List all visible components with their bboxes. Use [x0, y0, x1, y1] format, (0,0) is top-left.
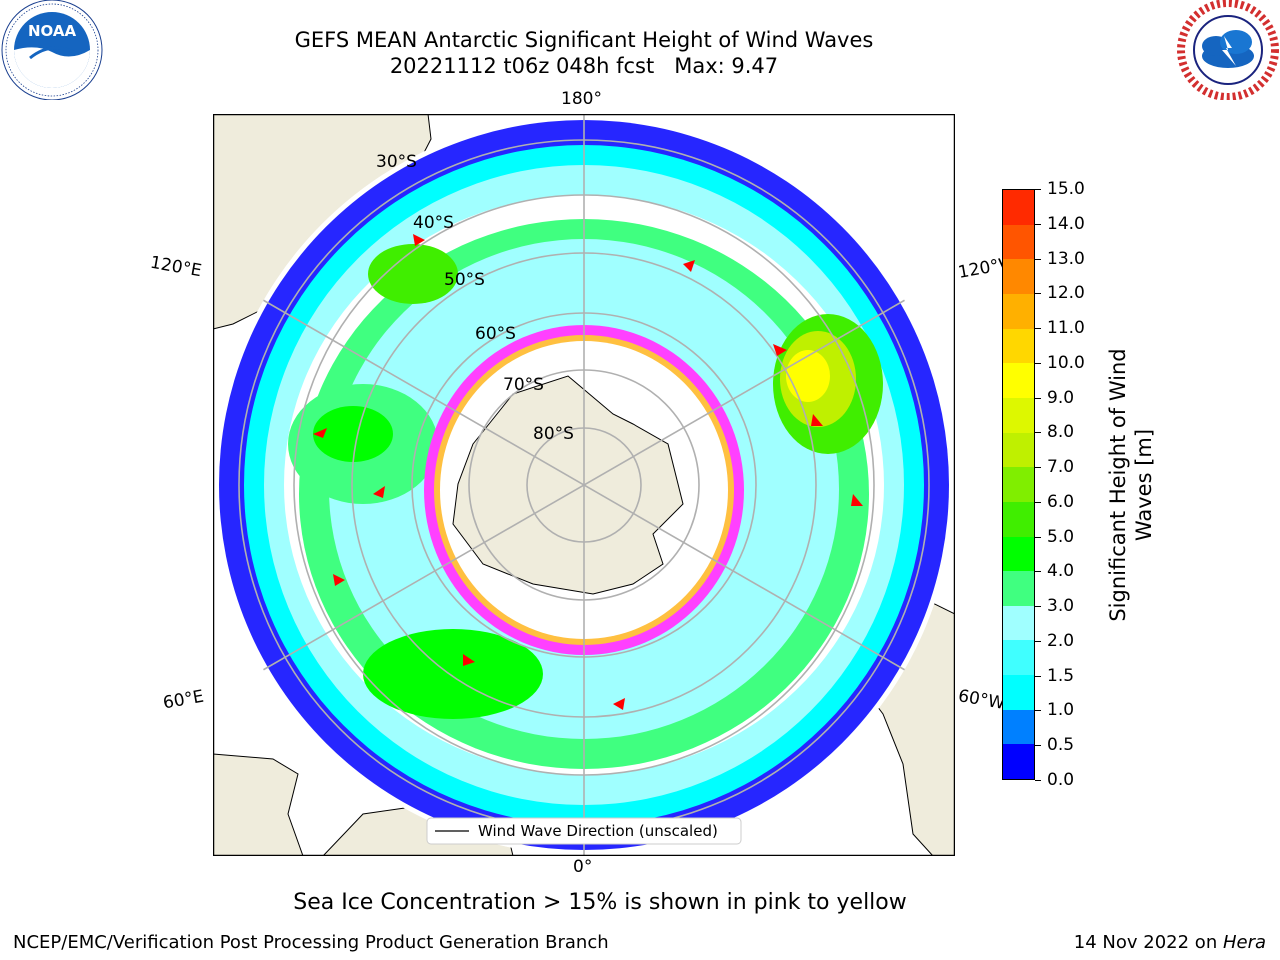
colorbar-tick-mark [1035, 362, 1041, 364]
chart-title: GEFS MEAN Antarctic Significant Height o… [294, 28, 874, 52]
lat-label-30s: 30°S [376, 152, 417, 172]
colorbar-tick-mark [1035, 223, 1041, 225]
colorbar-segment [1003, 432, 1034, 468]
colorbar-tick-mark [1035, 745, 1041, 747]
colorbar-tick-label: 2.0 [1047, 630, 1075, 651]
colorbar-segment [1003, 328, 1034, 364]
colorbar-tick-label: 13.0 [1047, 248, 1085, 269]
colorbar-tick-label: 5.0 [1047, 526, 1075, 547]
colorbar-segment [1003, 467, 1034, 502]
antarctica-land [452, 375, 684, 595]
colorbar-tick-label: 1.5 [1047, 665, 1075, 686]
colorbar-tick-label: 0.5 [1047, 735, 1075, 756]
footer-date-text: 14 Nov 2022 on [1073, 932, 1223, 953]
colorbar-segment [1003, 224, 1034, 260]
polar-map [212, 113, 956, 857]
colorbar-segment [1003, 605, 1034, 641]
lat-label-80s: 80°S [533, 424, 574, 444]
colorbar-tick-mark [1035, 258, 1041, 260]
lat-label-60s: 60°S [475, 324, 516, 344]
colorbar-tick-mark [1035, 536, 1041, 538]
lon-label-0: 0° [573, 857, 593, 877]
graticule [238, 115, 930, 855]
colorbar-segment [1003, 675, 1034, 710]
colorbar-tick-mark [1035, 501, 1041, 503]
lat-label-50s: 50°S [444, 270, 485, 290]
lat-label-70s: 70°S [503, 375, 544, 395]
noaa-logo: NOAA [0, 0, 104, 101]
colorbar-tick-label: 9.0 [1047, 387, 1075, 408]
footer-credit: NCEP/EMC/Verification Post Processing Pr… [13, 932, 609, 953]
colorbar-tick-mark [1035, 328, 1041, 330]
map-frame [212, 113, 956, 857]
legend-label: Wind Wave Direction (unscaled) [478, 822, 718, 840]
colorbar-title-line1: Significant Height of Wind [1106, 348, 1130, 622]
wave-arrows [313, 234, 863, 710]
arrow-legend [426, 817, 742, 845]
colorbar-tick-mark [1035, 606, 1041, 608]
colorbar [1002, 189, 1035, 780]
wave-arrow [811, 414, 823, 426]
africa-land [213, 753, 304, 856]
colorbar-tick-label: 10.0 [1047, 352, 1085, 373]
colorbar-segment [1003, 190, 1034, 225]
wave-arrow [333, 574, 345, 586]
noaa-logo-text: NOAA [28, 22, 77, 40]
colorbar-tick-mark [1035, 432, 1041, 434]
wave-arrow [683, 260, 695, 272]
lon-label-120e: 120°E [148, 252, 204, 282]
lon-label-180: 180° [561, 89, 602, 109]
colorbar-tick-mark [1035, 780, 1041, 781]
colorbar-tick-label: 7.0 [1047, 457, 1075, 478]
wave-arrow [463, 654, 475, 666]
chart-subtitle: 20221112 t06z 048h fcst Max: 9.47 [389, 54, 779, 78]
colorbar-segment [1003, 259, 1034, 295]
colorbar-tick-mark [1035, 675, 1041, 677]
nws-logo [1176, 0, 1280, 101]
colorbar-tick-mark [1035, 397, 1041, 399]
colorbar-tick-label: 6.0 [1047, 491, 1075, 512]
colorbar-tick-label: 15.0 [1047, 179, 1085, 199]
wave-arrow [613, 698, 625, 710]
colorbar-segment [1003, 294, 1034, 329]
colorbar-tick-mark [1035, 640, 1041, 642]
colorbar-tick-mark [1035, 189, 1041, 190]
lon-label-60w: 60°W [956, 686, 1007, 714]
colorbar-segment [1003, 709, 1034, 745]
colorbar-ticks: 0.0 0.5 1.0 1.5 2.0 3.0 4.0 5.0 6.0 7.0 8.0 9.0 10.0… [1035, 180, 1095, 789]
colorbar-segment [1003, 744, 1034, 779]
colorbar-segments [1003, 190, 1034, 779]
colorbar-tick-mark [1035, 467, 1041, 469]
colorbar-tick-mark [1035, 293, 1041, 295]
colorbar-tick-label: 0.0 [1047, 770, 1075, 790]
colorbar-tick-mark [1035, 571, 1041, 573]
sea-ice-caption: Sea Ice Concentration > 15% is shown in … [293, 890, 907, 915]
colorbar-segment [1003, 501, 1034, 537]
wave-arrow [373, 486, 385, 498]
colorbar-title-line2: Waves [m] [1132, 428, 1156, 542]
colorbar-segment [1003, 571, 1034, 606]
colorbar-tick-label: 4.0 [1047, 561, 1075, 582]
colorbar-segment [1003, 363, 1034, 398]
colorbar-tick-label: 3.0 [1047, 596, 1075, 617]
wave-arrow [851, 494, 863, 506]
colorbar-segment [1003, 536, 1034, 572]
colorbar-tick-label: 12.0 [1047, 283, 1085, 304]
colorbar-tick-label: 1.0 [1047, 700, 1075, 721]
footer-host: Hera [1222, 932, 1266, 953]
colorbar-tick-label: 11.0 [1047, 318, 1085, 339]
wave-arrow [313, 428, 327, 438]
wave-arrow [413, 234, 425, 246]
wave-arrow [773, 344, 787, 356]
footer-date: 14 Nov 2022 on Hera [1074, 932, 1266, 953]
lon-label-60e: 60°E [161, 686, 206, 714]
colorbar-segment [1003, 397, 1034, 433]
colorbar-tick-label: 8.0 [1047, 422, 1075, 443]
colorbar-tick-mark [1035, 710, 1041, 712]
colorbar-tick-label: 14.0 [1047, 213, 1085, 234]
colorbar-segment [1003, 640, 1034, 676]
lat-label-40s: 40°S [413, 213, 454, 233]
